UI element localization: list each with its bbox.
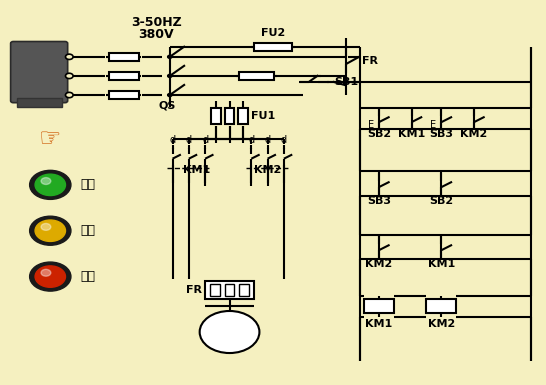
Text: d: d: [186, 135, 192, 145]
Text: 停止: 停止: [80, 270, 95, 283]
Text: d: d: [248, 135, 254, 145]
Text: FU2: FU2: [261, 28, 285, 38]
Text: SB2: SB2: [429, 196, 454, 206]
Text: KM2: KM2: [428, 320, 455, 330]
Circle shape: [29, 262, 71, 291]
Bar: [364, 299, 394, 313]
Text: FU1: FU1: [251, 111, 276, 121]
Circle shape: [66, 73, 73, 79]
Circle shape: [66, 54, 73, 60]
Bar: [239, 72, 274, 80]
Circle shape: [41, 177, 51, 184]
Text: d: d: [169, 135, 176, 145]
Text: 380V: 380V: [138, 28, 174, 41]
Text: SB1: SB1: [334, 77, 359, 87]
Bar: [210, 284, 219, 296]
Circle shape: [66, 92, 73, 98]
Circle shape: [35, 174, 66, 196]
Bar: [109, 53, 139, 61]
Text: ☞: ☞: [39, 127, 62, 151]
Circle shape: [29, 170, 71, 199]
Circle shape: [35, 220, 66, 241]
Text: KM1: KM1: [365, 320, 393, 330]
Text: SB3: SB3: [367, 196, 391, 206]
Text: FR: FR: [186, 285, 202, 295]
Bar: [239, 284, 249, 296]
Text: SB2: SB2: [367, 129, 391, 139]
Text: SB3: SB3: [429, 129, 453, 139]
Text: d: d: [281, 135, 287, 145]
Bar: [16, 98, 62, 107]
Text: QS: QS: [158, 100, 176, 110]
Circle shape: [168, 94, 172, 97]
Text: KM2: KM2: [254, 166, 281, 176]
Text: 3-50HZ: 3-50HZ: [131, 16, 182, 29]
Text: KM1: KM1: [398, 129, 425, 139]
Text: KM2: KM2: [460, 129, 488, 139]
Bar: [211, 109, 221, 124]
Text: KM2: KM2: [365, 259, 393, 269]
FancyBboxPatch shape: [10, 42, 68, 103]
Circle shape: [35, 266, 66, 287]
Text: d: d: [202, 135, 208, 145]
Bar: [426, 299, 456, 313]
Text: E: E: [367, 121, 374, 131]
Text: KM1: KM1: [183, 166, 211, 176]
Bar: [109, 91, 139, 99]
Bar: [205, 281, 254, 298]
Circle shape: [168, 55, 172, 59]
Bar: [224, 109, 234, 124]
Circle shape: [41, 223, 51, 230]
Text: 正转: 正转: [80, 178, 95, 191]
Bar: [224, 284, 234, 296]
Text: FR: FR: [361, 56, 377, 65]
Bar: [254, 43, 292, 52]
Text: 反转: 反转: [80, 224, 95, 237]
Circle shape: [200, 311, 259, 353]
Bar: [238, 109, 248, 124]
Text: E: E: [430, 121, 436, 131]
Circle shape: [41, 270, 51, 276]
Circle shape: [29, 216, 71, 245]
Text: d: d: [264, 135, 271, 145]
Circle shape: [168, 74, 172, 77]
Bar: [109, 72, 139, 80]
Text: KM1: KM1: [428, 259, 455, 269]
